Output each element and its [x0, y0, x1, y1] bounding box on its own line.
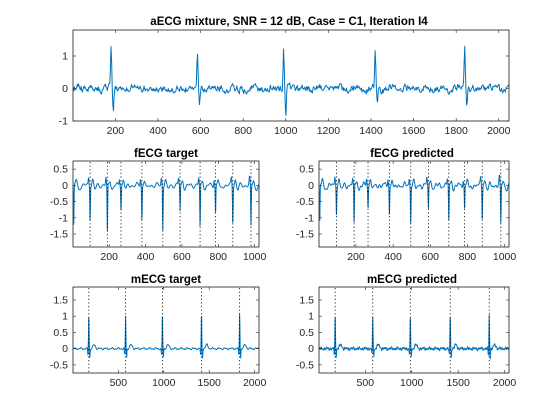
- x-tick-label: 1000: [400, 377, 424, 389]
- plot-area: [318, 160, 510, 248]
- x-tick-label: 800: [234, 125, 252, 137]
- y-tick-label: -1: [59, 116, 68, 128]
- y-tick-label: -0.5: [50, 196, 68, 208]
- y-tick-label: 1.5: [299, 294, 314, 306]
- y-tick-label: 0: [62, 343, 68, 355]
- y-tick-label: 0: [308, 180, 314, 192]
- y-tick-label: -1: [59, 212, 68, 224]
- y-tick-label: 1: [62, 51, 68, 63]
- axes-border: [72, 29, 510, 122]
- x-tick-label: 1500: [198, 377, 222, 389]
- y-tick-label: -0.5: [296, 196, 314, 208]
- signal-line: [319, 174, 509, 224]
- title-fecg-predicted: fECG predicted: [370, 148, 454, 160]
- x-tick-label: 1600: [402, 125, 426, 137]
- y-tick-label: 0: [62, 83, 68, 95]
- axes-mecg-target: mECG target 500 1000 1500 2000 -0.5 0 0.5 1 1.5: [50, 274, 267, 389]
- x-tick-label: 1000: [243, 251, 267, 263]
- x-tick-label: 800: [210, 251, 228, 263]
- axes-border: [72, 160, 260, 248]
- x-tick-label: 1000: [274, 125, 298, 137]
- signal-line: [73, 313, 259, 359]
- x-tick-label: 600: [192, 125, 210, 137]
- y-tick-label: 0.5: [53, 327, 68, 339]
- axes-border: [72, 286, 260, 374]
- y-tick-label: -1.5: [50, 229, 68, 241]
- axes-fecg-target: fECG target 200 400 600 800 1000 -1.5 -1 -0.5 0 0…: [50, 148, 267, 263]
- plot-area: [72, 160, 260, 248]
- plot-area: [72, 29, 510, 122]
- y-tick-label: 1.5: [53, 294, 68, 306]
- title-mecg-target: mECG target: [131, 274, 201, 286]
- signal-line: [319, 314, 509, 360]
- x-tick-label: 600: [173, 251, 191, 263]
- axes-aecg-mixture: aECG mixture, SNR = 12 dB, Case = C1, It…: [59, 16, 511, 137]
- y-tick-label: 0: [308, 343, 314, 355]
- y-tick-label: -0.5: [296, 359, 314, 371]
- axes-mecg-predicted: mECG predicted 500 1000 1500 2000 -0.5 0 0.5 1 1…: [296, 274, 516, 389]
- x-tick-label: 500: [110, 377, 128, 389]
- y-tick-label: 0: [62, 180, 68, 192]
- title-aecg: aECG mixture, SNR = 12 dB, Case = C1, It…: [150, 16, 428, 28]
- y-tick-label: 0.5: [53, 164, 68, 176]
- x-tick-label: 2000: [493, 377, 517, 389]
- x-tick-label: 600: [421, 251, 439, 263]
- x-tick-label: 1000: [152, 377, 176, 389]
- plot-area: [318, 286, 510, 374]
- signal-line: [73, 175, 259, 232]
- y-tick-label: -0.5: [50, 359, 68, 371]
- axes-fecg-predicted: fECG predicted 200 400 600 800 1000 -1.5 -1 -0.…: [296, 148, 516, 263]
- x-tick-label: 400: [137, 251, 155, 263]
- plot-area: [72, 286, 260, 374]
- x-tick-label: 1200: [317, 125, 341, 137]
- x-tick-label: 400: [149, 125, 167, 137]
- signal-line: [73, 45, 509, 116]
- x-tick-label: 500: [357, 377, 375, 389]
- x-tick-label: 800: [459, 251, 477, 263]
- axes-border: [318, 160, 510, 248]
- y-tick-label: -1: [305, 212, 314, 224]
- x-tick-label: 1000: [493, 251, 517, 263]
- x-tick-label: 1500: [446, 377, 470, 389]
- y-tick-label: 1: [62, 311, 68, 323]
- axes-border: [318, 286, 510, 374]
- title-mecg-predicted: mECG predicted: [367, 274, 457, 286]
- x-tick-label: 1800: [444, 125, 468, 137]
- y-tick-label: 1: [308, 311, 314, 323]
- x-tick-label: 200: [107, 125, 125, 137]
- title-fecg-target: fECG target: [134, 148, 198, 160]
- x-tick-label: 200: [347, 251, 365, 263]
- x-tick-label: 2000: [243, 377, 267, 389]
- y-tick-label: 0.5: [299, 327, 314, 339]
- x-tick-label: 200: [100, 251, 118, 263]
- x-tick-label: 2000: [487, 125, 511, 137]
- y-tick-label: -1.5: [296, 229, 314, 241]
- x-tick-label: 1400: [359, 125, 383, 137]
- x-tick-label: 400: [384, 251, 402, 263]
- y-tick-label: 0.5: [299, 164, 314, 176]
